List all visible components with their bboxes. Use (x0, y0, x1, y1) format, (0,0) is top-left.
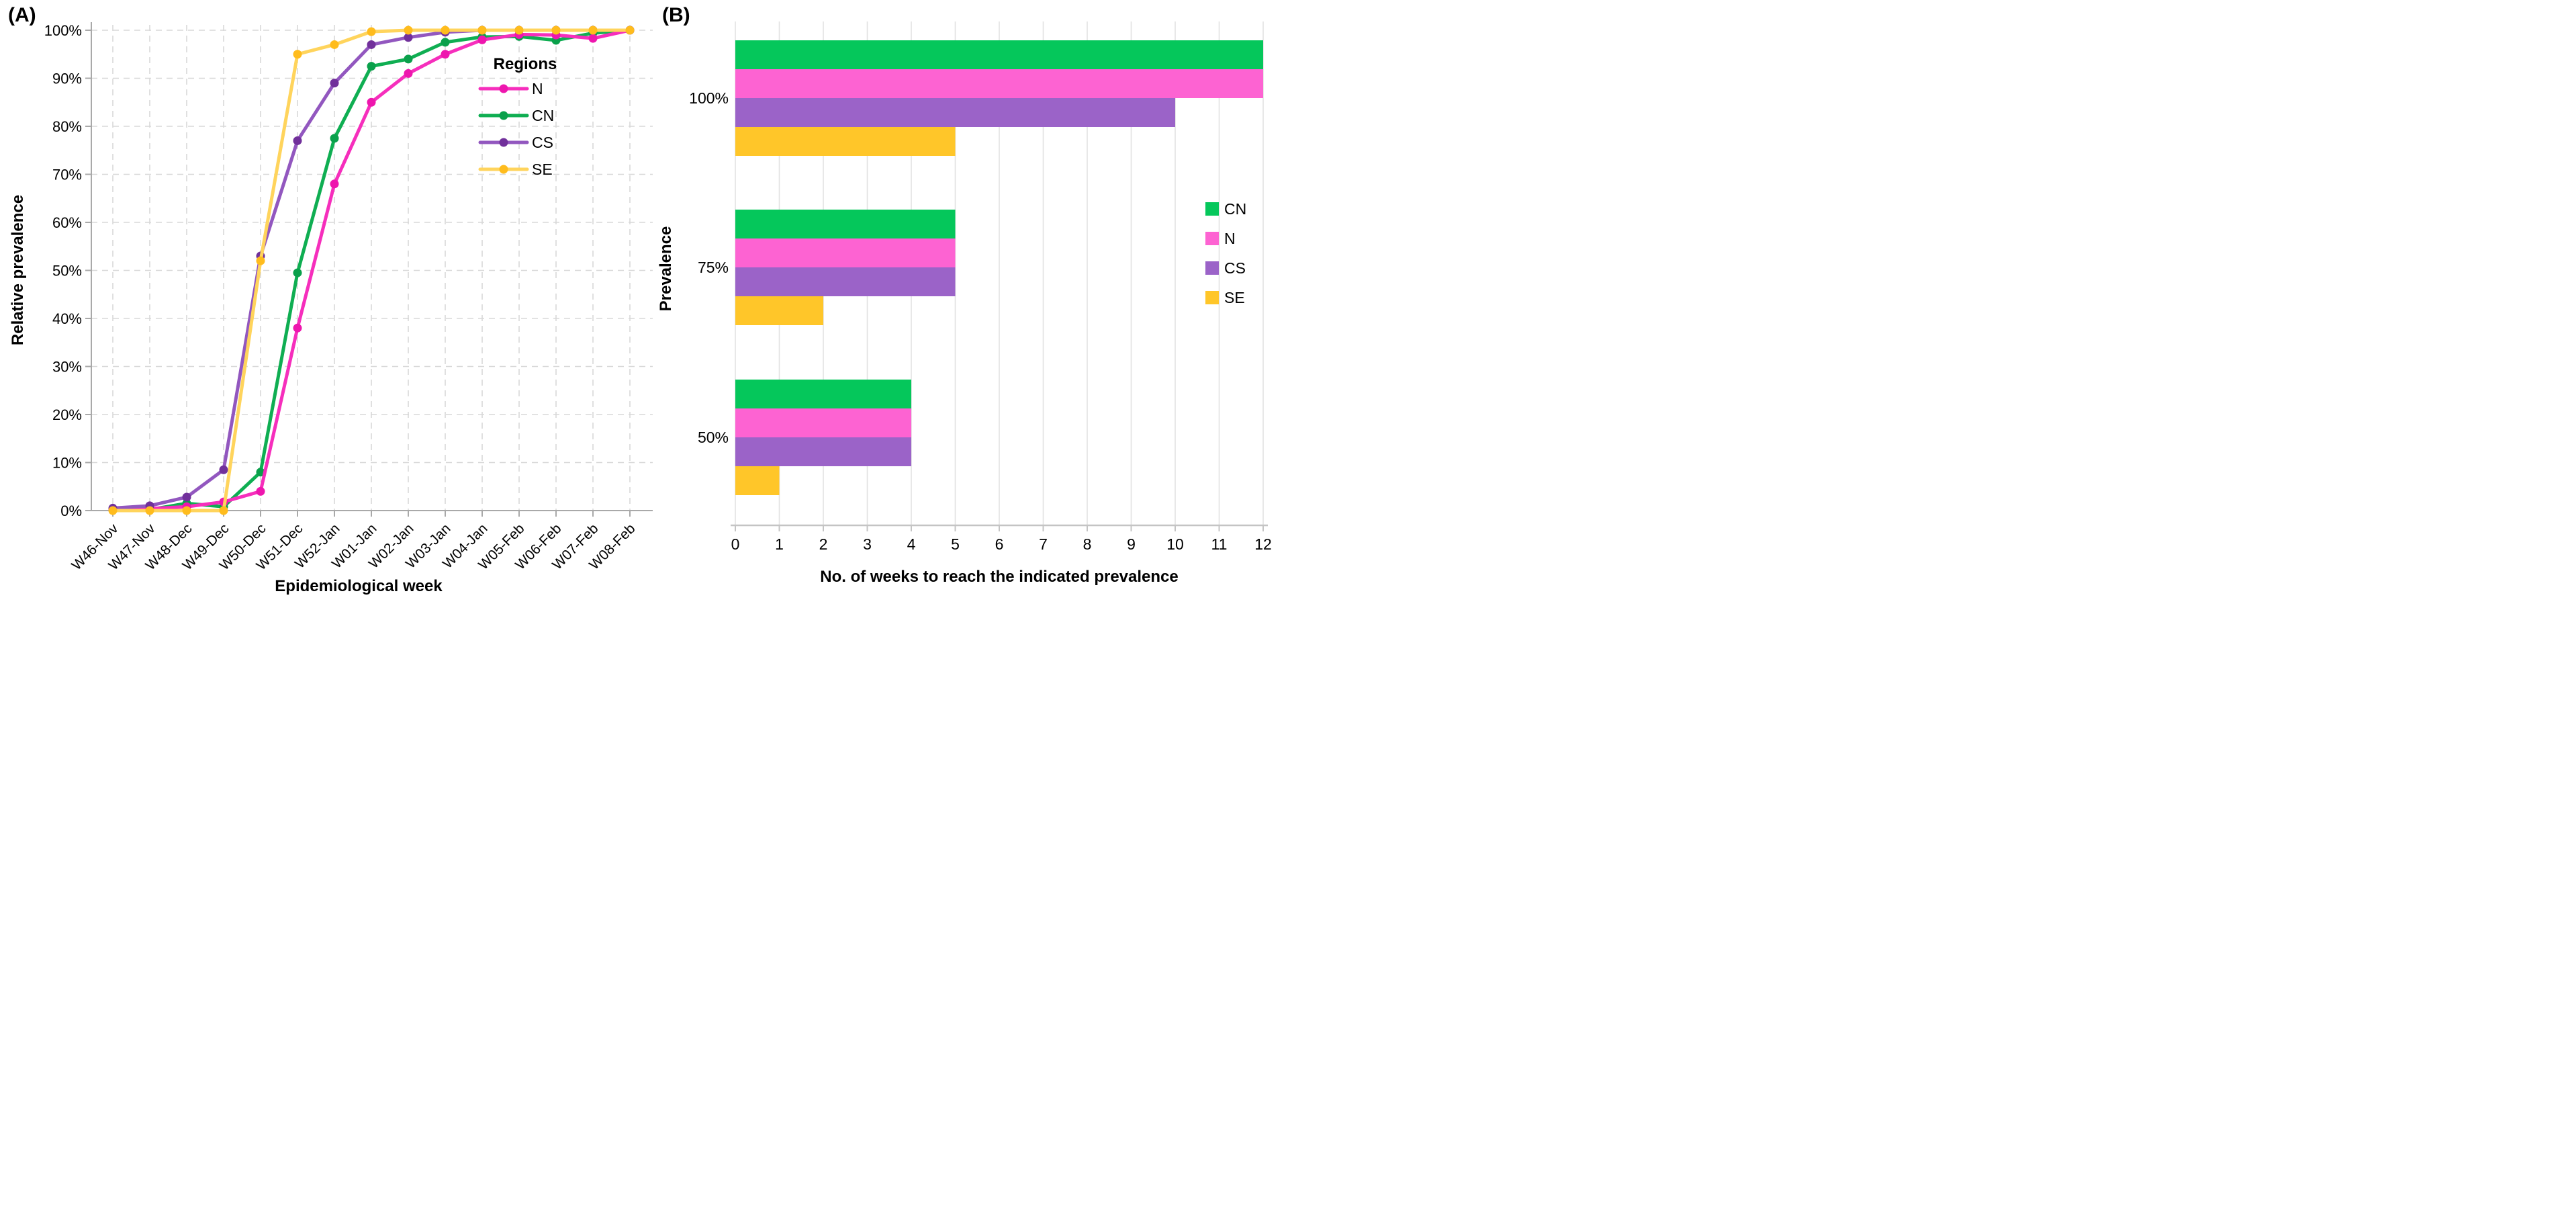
legend-label-N: N (532, 80, 543, 97)
y-tick-label: 80% (52, 118, 82, 135)
series-point-SE (182, 506, 191, 515)
series-point-N (588, 34, 598, 43)
bar-CS-50% (735, 437, 911, 466)
bar-CN-75% (735, 210, 956, 238)
bar-N-100% (735, 69, 1263, 98)
series-point-CN (330, 134, 339, 143)
bar-SE-75% (735, 296, 823, 325)
y-category-label: 100% (689, 89, 729, 107)
legend-label-SE: SE (532, 161, 553, 178)
line-chart-relative-prevalence: 0%10%20%30%40%50%60%70%80%90%100%W46-Nov… (9, 22, 653, 595)
legend-label-SE: SE (1224, 289, 1245, 306)
y-tick-label: 50% (52, 263, 82, 279)
legend-marker-CS (499, 138, 508, 147)
legend-label-CS: CS (1224, 259, 1246, 277)
series-point-SE (256, 256, 265, 265)
x-tick-label: 12 (1254, 535, 1272, 553)
series-point-N (330, 179, 339, 189)
bar-CS-100% (735, 98, 1175, 127)
series-point-CS (219, 465, 228, 474)
legend-marker-CN (499, 111, 508, 120)
y-category-label: 75% (698, 259, 729, 276)
x-tick-label: 10 (1166, 535, 1184, 553)
series-point-SE (219, 506, 228, 515)
series-point-SE (293, 50, 302, 59)
series-point-SE (330, 40, 339, 49)
legend-label-CN: CN (1224, 200, 1246, 218)
series-point-CS (182, 492, 191, 502)
x-tick-label: 0 (731, 535, 740, 553)
x-tick-label: 9 (1127, 535, 1136, 553)
x-axis-title: Epidemiological week (275, 577, 443, 595)
legend-swatch-SE (1205, 291, 1219, 304)
y-category-label: 50% (698, 429, 729, 446)
series-point-SE (514, 26, 524, 35)
series-point-CN (367, 62, 376, 71)
y-tick-label: 90% (52, 71, 82, 87)
series-point-N (293, 323, 302, 333)
series-point-N (477, 35, 487, 44)
bar-CN-50% (735, 380, 911, 408)
series-point-SE (477, 26, 487, 35)
two-panel-figure: (A) (B) 0% 10% 20% 30% 40% 50% 60% 70% 80% 90% 100… (0, 0, 1288, 610)
legend-swatch-CN (1205, 202, 1219, 216)
series-point-SE (145, 506, 154, 515)
series-point-SE (108, 506, 118, 515)
series-point-SE (404, 26, 413, 35)
series-point-N (441, 50, 450, 59)
bar-SE-100% (735, 127, 956, 156)
series-point-CS (367, 40, 376, 49)
series-point-CS (293, 136, 302, 145)
series-point-CN (441, 38, 450, 47)
legend-label-CS: CS (532, 134, 553, 151)
series-point-N (367, 97, 376, 107)
legend-marker-SE (499, 165, 508, 174)
legend-title: Regions (494, 55, 557, 73)
y-tick-label: 30% (52, 359, 82, 376)
legend-swatch-CS (1205, 261, 1219, 275)
bar-CN-100% (735, 40, 1263, 69)
panel-a-label: (A) (8, 4, 36, 26)
x-tick-label: 8 (1083, 535, 1092, 553)
legend-swatch-N (1205, 232, 1219, 245)
x-tick-label: 6 (995, 535, 1004, 553)
series-point-SE (441, 26, 450, 35)
x-axis-title: No. of weeks to reach the indicated prev… (820, 568, 1179, 586)
legend-label-N: N (1224, 230, 1236, 247)
y-tick-label: 20% (52, 406, 82, 423)
series-point-SE (625, 26, 635, 35)
bar-N-75% (735, 238, 956, 267)
y-tick-label: 60% (52, 214, 82, 231)
series-point-CN (404, 54, 413, 64)
series-point-CN (293, 268, 302, 277)
x-tick-label: 5 (951, 535, 960, 553)
x-tick-label: 4 (907, 535, 916, 553)
bar-N-50% (735, 408, 911, 437)
x-tick-label: 7 (1039, 535, 1048, 553)
series-point-SE (367, 27, 376, 36)
y-tick-label: 0% (60, 503, 82, 519)
series-point-N (256, 486, 265, 496)
y-tick-label: 100% (44, 22, 82, 39)
panel-b-label: (B) (662, 4, 690, 26)
series-point-N (404, 69, 413, 78)
y-tick-label: 10% (52, 455, 82, 472)
x-tick-label: 1 (775, 535, 784, 553)
x-tick-label: 3 (863, 535, 872, 553)
y-tick-label: 40% (52, 310, 82, 327)
series-point-SE (551, 26, 561, 35)
x-tick-label: 2 (819, 535, 828, 553)
bar-CS-75% (735, 267, 956, 296)
legend-marker-N (499, 84, 508, 93)
y-axis-title: Prevalence (657, 226, 675, 312)
y-axis-title: Relative prevalence (9, 195, 27, 345)
x-tick-label: 11 (1211, 535, 1228, 553)
bar-SE-50% (735, 466, 780, 495)
legend-label-CN: CN (532, 107, 554, 124)
series-point-CS (404, 33, 413, 42)
series-point-SE (588, 26, 598, 35)
y-tick-label: 70% (52, 167, 82, 183)
series-point-CS (330, 79, 339, 88)
